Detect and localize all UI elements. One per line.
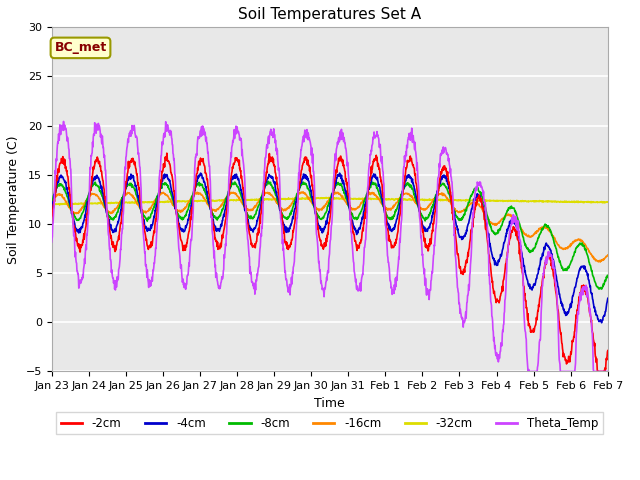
Y-axis label: Soil Temperature (C): Soil Temperature (C) bbox=[7, 135, 20, 264]
Legend: -2cm, -4cm, -8cm, -16cm, -32cm, Theta_Temp: -2cm, -4cm, -8cm, -16cm, -32cm, Theta_Te… bbox=[56, 412, 603, 434]
X-axis label: Time: Time bbox=[314, 396, 345, 410]
Text: BC_met: BC_met bbox=[54, 41, 107, 54]
Title: Soil Temperatures Set A: Soil Temperatures Set A bbox=[238, 7, 421, 22]
